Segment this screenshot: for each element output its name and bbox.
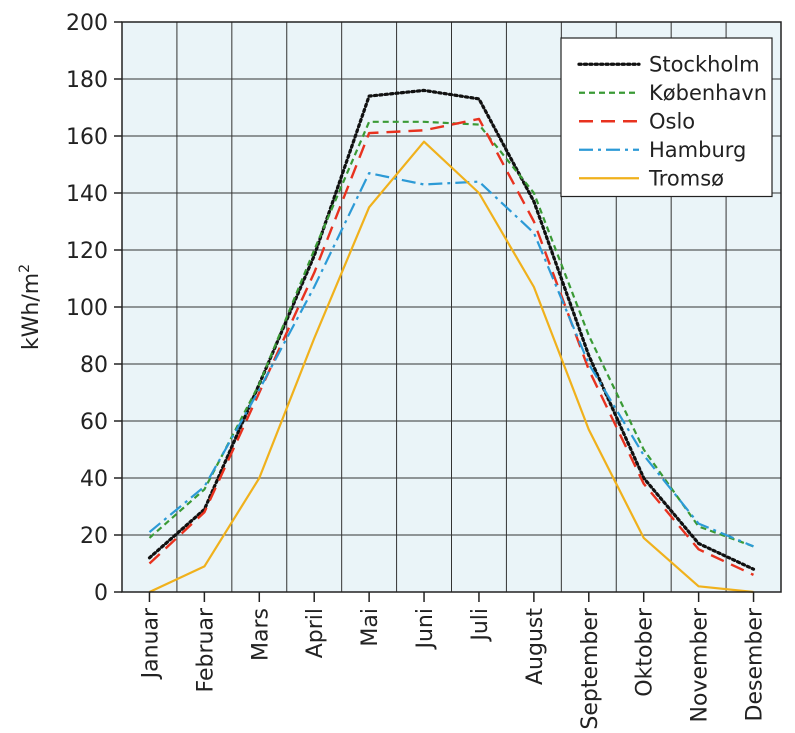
- y-tick-label: 60: [80, 410, 108, 435]
- x-tick-label: April: [303, 608, 328, 658]
- x-tick-label: Mars: [248, 608, 273, 661]
- x-tick-label: August: [523, 608, 548, 685]
- series-line-3: [148, 172, 754, 548]
- x-axis-ticks: Januar Februar Mars April Mai Juni Juli August S…: [138, 592, 768, 730]
- y-tick-label: 80: [80, 353, 108, 378]
- y-tick-label: 140: [66, 182, 108, 207]
- y-tick-label: 40: [80, 467, 108, 492]
- y-tick-label: 200: [66, 11, 108, 36]
- x-tick-label: Desember: [743, 607, 768, 721]
- legend: Stockholm København Oslo Hamburg Tromsø: [560, 37, 773, 198]
- y-tick-label: 120: [66, 239, 108, 264]
- y-tick-label: 0: [94, 581, 108, 606]
- y-tick-label: 20: [80, 524, 108, 549]
- legend-label: Hamburg: [649, 138, 746, 162]
- y-axis-title: kWh/m2: [17, 264, 44, 350]
- x-tick-label: Februar: [193, 607, 218, 692]
- y-tick-label: 100: [66, 296, 108, 321]
- x-tick-label: September: [578, 607, 603, 730]
- x-tick-label: Januar: [138, 607, 163, 680]
- x-tick-label: Oktober: [633, 607, 658, 697]
- x-tick-label: November: [688, 607, 713, 722]
- y-axis-title-text: kWh/m: [19, 273, 44, 350]
- y-axis-ticks: 0 20 40 60 80 100 120 140 160 180 200: [66, 11, 122, 606]
- y-tick-label: 180: [66, 68, 108, 93]
- legend-label: Stockholm: [649, 52, 760, 76]
- legend-label: København: [649, 81, 767, 105]
- y-axis-title-superscript: 2: [17, 264, 33, 273]
- x-tick-label: Juli: [468, 608, 493, 643]
- series-lines: [147, 88, 756, 594]
- y-tick-label: 160: [66, 125, 108, 150]
- series-line-2: [148, 117, 755, 576]
- series-line-4: [149, 140, 754, 594]
- series-line-1: [148, 120, 754, 548]
- x-tick-label: Juni: [413, 608, 438, 651]
- legend-label: Tromsø: [648, 166, 724, 190]
- legend-label: Oslo: [649, 109, 695, 133]
- x-tick-label: Mai: [358, 608, 383, 647]
